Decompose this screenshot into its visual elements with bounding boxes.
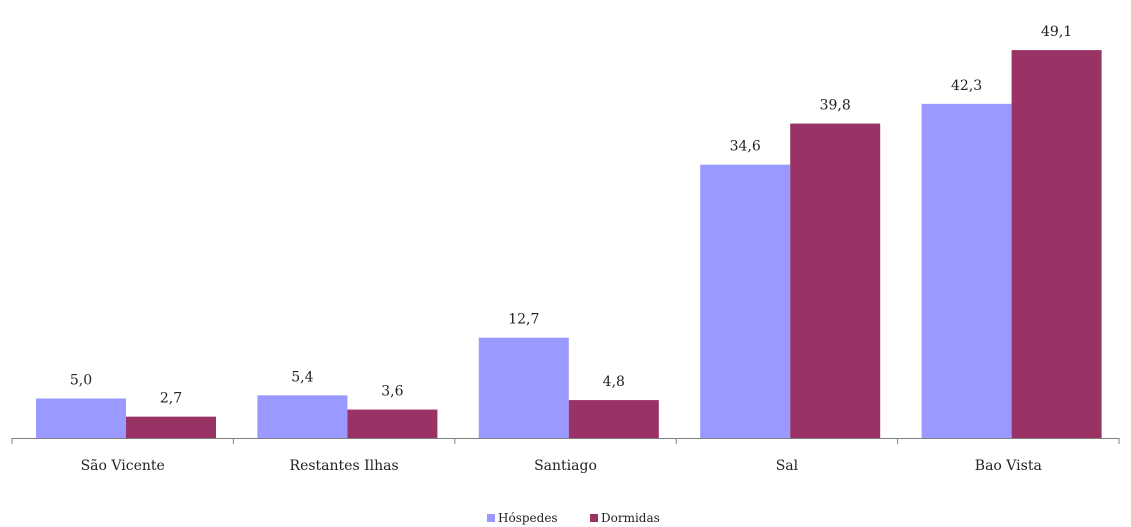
legend: Hóspedes Dormidas [487,511,660,525]
legend-label-dormidas: Dormidas [601,511,660,525]
category-label-sao-vicente: São Vicente [81,458,165,474]
category-label-restantes-ilhas: Restantes Ilhas [290,458,399,474]
data-label-dormidas-sao-vicente: 2,7 [160,391,182,407]
data-label-dormidas-santiago: 4,8 [603,374,625,390]
data-label-hospedes-restantes-ilhas: 5,4 [291,369,313,385]
bars-group [36,50,1102,438]
bar-hospedes-restantes-ilhas [257,395,347,438]
bar-hospedes-sao-vicente [36,399,126,439]
data-label-dormidas-bao-vista: 49,1 [1041,24,1072,40]
data-label-hospedes-bao-vista: 42,3 [951,78,982,94]
bar-dormidas-bao-vista [1012,50,1102,438]
data-label-hospedes-sao-vicente: 5,0 [70,373,92,389]
data-label-hospedes-santiago: 12,7 [508,312,539,328]
bar-dormidas-sao-vicente [126,417,216,438]
legend-label-hospedes: Hóspedes [498,511,558,525]
legend-swatch-hospedes [487,514,495,522]
category-labels-group: São Vicente Restantes Ilhas Santiago Sal Bao… [81,458,1042,474]
data-label-hospedes-sal: 34,6 [730,139,761,155]
data-label-dormidas-sal: 39,8 [820,98,851,114]
category-label-bao-vista: Bao Vista [975,458,1042,474]
category-label-santiago: Santiago [534,458,597,474]
bar-hospedes-sal [700,165,790,438]
category-label-sal: Sal [776,458,799,474]
legend-swatch-dormidas [590,514,598,522]
bar-dormidas-restantes-ilhas [347,410,437,438]
bar-dormidas-sal [790,124,880,438]
data-label-dormidas-restantes-ilhas: 3,6 [381,384,403,400]
bar-hospedes-bao-vista [922,104,1012,438]
bar-hospedes-santiago [479,338,569,438]
bar-dormidas-santiago [569,400,659,438]
